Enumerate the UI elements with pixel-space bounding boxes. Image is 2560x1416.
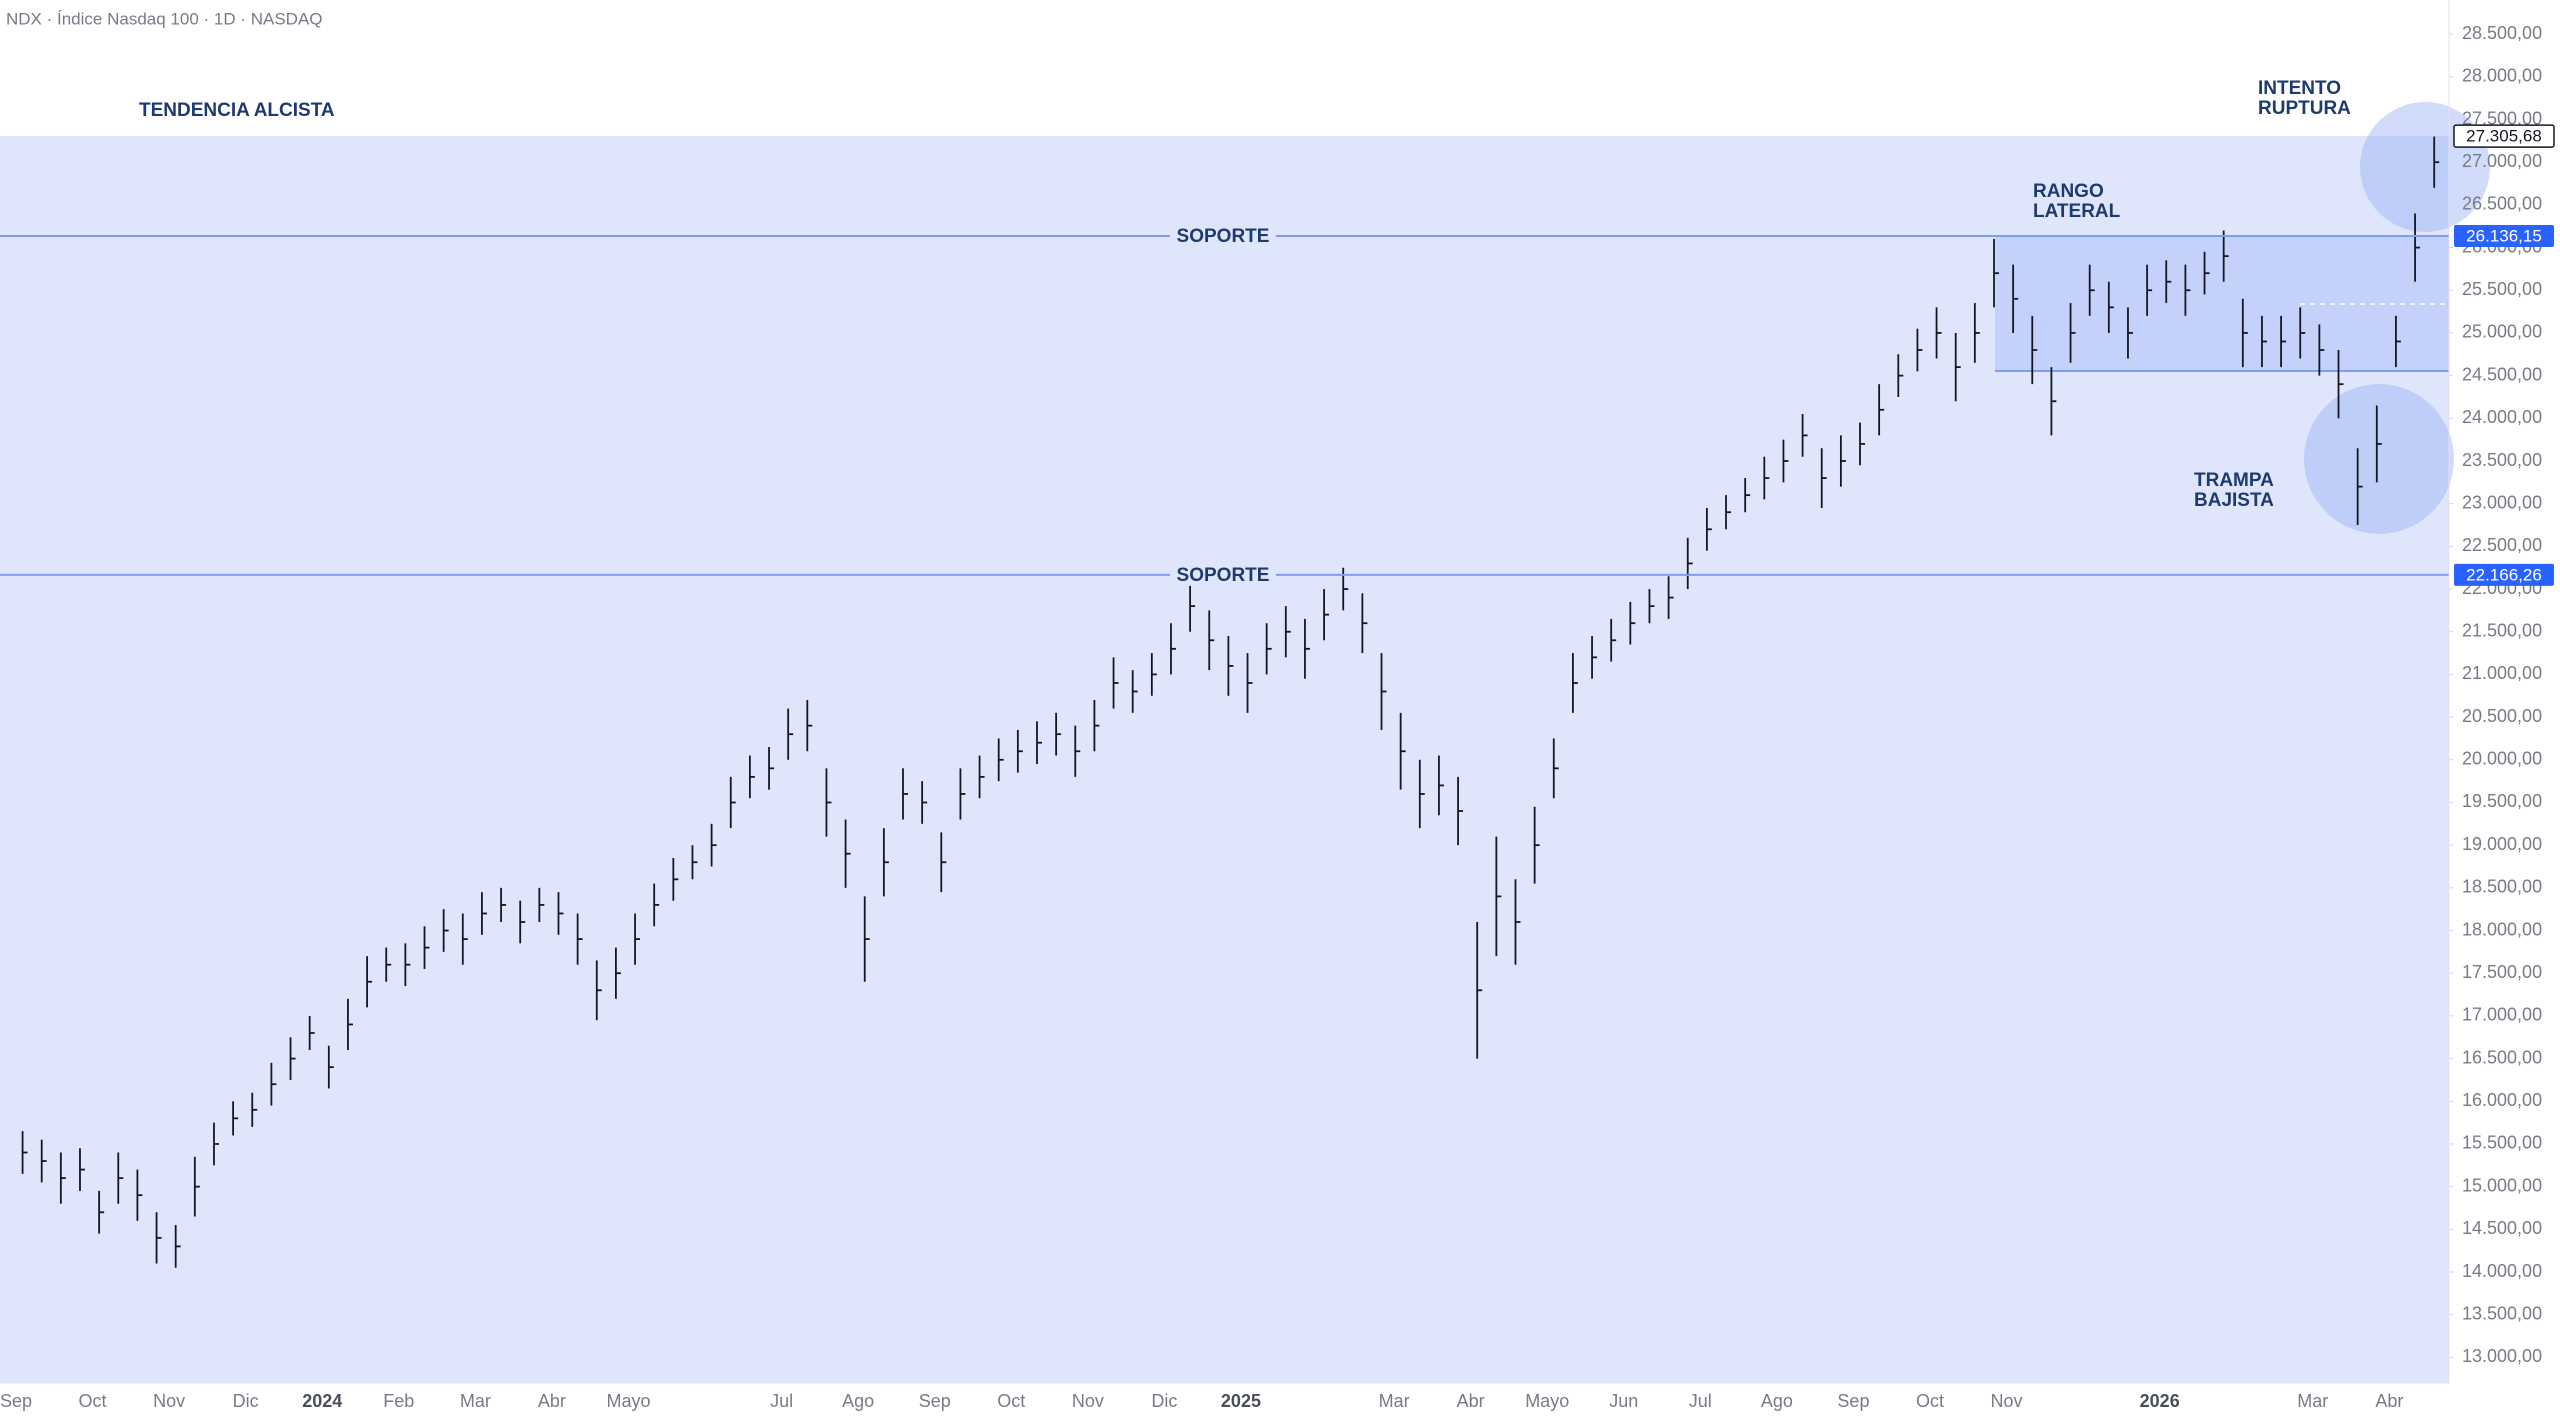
y-tick-label: 20.000,00: [2462, 749, 2542, 769]
x-tick-label: Mar: [1379, 1391, 1410, 1411]
x-tick-label: 2025: [1221, 1391, 1261, 1411]
y-tick-label: 21.500,00: [2462, 620, 2542, 640]
y-tick-label: 13.000,00: [2462, 1346, 2542, 1366]
annotation: BAJISTA: [2194, 490, 2274, 511]
support-label: SOPORTE: [1177, 226, 1270, 247]
x-tick-label: Jul: [770, 1391, 793, 1411]
y-tick-label: 13.500,00: [2462, 1303, 2542, 1323]
last-price-badge: 27.305,68: [2466, 127, 2542, 146]
trap-circle: [2304, 384, 2454, 534]
y-tick-label: 27.500,00: [2462, 108, 2542, 128]
support-label-bg: [1170, 563, 1276, 586]
y-tick-label: 18.000,00: [2462, 919, 2542, 939]
x-tick-label: Abr: [2375, 1391, 2403, 1411]
x-tick-label: Abr: [538, 1391, 566, 1411]
support-label: SOPORTE: [1177, 565, 1270, 586]
annotation: TENDENCIA ALCISTA: [139, 100, 335, 121]
y-tick-label: 14.500,00: [2462, 1218, 2542, 1238]
y-tick-label: 18.500,00: [2462, 877, 2542, 897]
y-tick-label: 20.500,00: [2462, 706, 2542, 726]
y-tick-label: 28.000,00: [2462, 66, 2542, 86]
x-tick-label: Mayo: [1525, 1391, 1569, 1411]
y-tick-label: 26.500,00: [2462, 194, 2542, 214]
y-tick-label: 21.000,00: [2462, 663, 2542, 683]
x-tick-label: Oct: [997, 1391, 1025, 1411]
y-tick-label: 19.500,00: [2462, 791, 2542, 811]
support-label-bg: [1170, 224, 1276, 247]
level-badge: 26.136,15: [2466, 226, 2542, 245]
y-tick-label: 16.500,00: [2462, 1047, 2542, 1067]
y-tick-label: 15.500,00: [2462, 1133, 2542, 1153]
y-tick-label: 14.000,00: [2462, 1261, 2542, 1281]
x-tick-label: Oct: [1916, 1391, 1944, 1411]
y-tick-label: 24.500,00: [2462, 364, 2542, 384]
x-tick-label: Nov: [1072, 1391, 1104, 1411]
x-tick-label: 2024: [302, 1391, 342, 1411]
y-tick-label: 15.000,00: [2462, 1175, 2542, 1195]
x-tick-label: Dic: [1151, 1391, 1177, 1411]
x-tick-label: Mayo: [606, 1391, 650, 1411]
x-tick-label: Ago: [842, 1391, 874, 1411]
x-tick-label: Jun: [1609, 1391, 1638, 1411]
level-badge: 22.166,26: [2466, 565, 2542, 584]
x-tick-label: Nov: [153, 1391, 185, 1411]
y-tick-label: 17.500,00: [2462, 962, 2542, 982]
x-tick-label: Mar: [460, 1391, 491, 1411]
x-tick-label: Ago: [1761, 1391, 1793, 1411]
x-tick-label: Abr: [1457, 1391, 1485, 1411]
x-tick-label: Feb: [383, 1391, 414, 1411]
chart-header: NDX · Índice Nasdaq 100 · 1D · NASDAQ: [6, 9, 323, 28]
annotation: RUPTURA: [2258, 98, 2351, 119]
x-tick-label: Jul: [1689, 1391, 1712, 1411]
y-tick-label: 23.500,00: [2462, 450, 2542, 470]
last-price-badge-bg: [2453, 124, 2555, 148]
level-badge-bg: [2454, 224, 2554, 247]
annotation: TRAMPA: [2194, 470, 2274, 491]
y-tick-label: 17.000,00: [2462, 1005, 2542, 1025]
x-tick-label: Dic: [233, 1391, 259, 1411]
y-tick-label: 22.500,00: [2462, 535, 2542, 555]
x-tick-label: Nov: [1991, 1391, 2023, 1411]
y-tick-label: 25.000,00: [2462, 322, 2542, 342]
annotation: RANGO: [2033, 181, 2104, 202]
x-tick-label: Sep: [919, 1391, 951, 1411]
y-tick-label: 23.000,00: [2462, 492, 2542, 512]
y-tick-label: 24.000,00: [2462, 407, 2542, 427]
y-tick-label: 16.000,00: [2462, 1090, 2542, 1110]
x-tick-label: Mar: [2297, 1391, 2328, 1411]
x-tick-label: Sep: [0, 1391, 32, 1411]
x-tick-label: 2026: [2140, 1391, 2180, 1411]
x-tick-label: Sep: [1837, 1391, 1869, 1411]
y-tick-label: 25.500,00: [2462, 279, 2542, 299]
annotation: LATERAL: [2033, 201, 2121, 222]
level-badge-bg: [2454, 563, 2554, 586]
y-tick-label: 19.000,00: [2462, 834, 2542, 854]
y-tick-label: 28.500,00: [2462, 23, 2542, 43]
y-tick-label: 27.000,00: [2462, 151, 2542, 171]
annotation: INTENTO: [2258, 78, 2341, 99]
x-tick-label: Oct: [79, 1391, 107, 1411]
